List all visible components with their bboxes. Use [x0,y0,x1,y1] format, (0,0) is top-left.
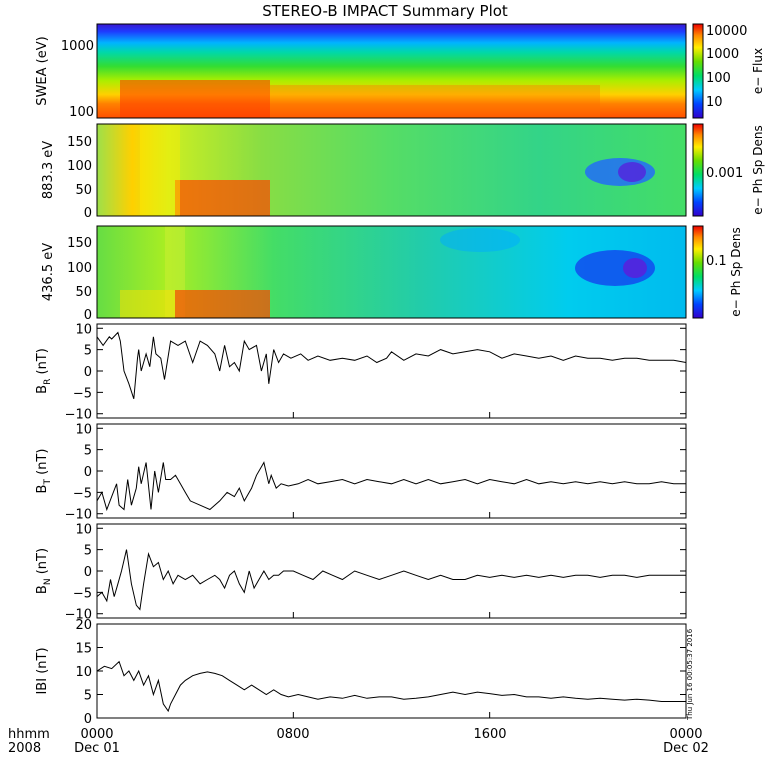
pad-436-ytick-150: 150 [67,236,92,251]
swea-cbar-label: e− Flux [751,48,765,94]
pad-436-cbar-tick: 0.1 [706,254,727,269]
bn-ytick-label: 0 [84,565,92,580]
br-frame [96,323,687,419]
br-ytick-label: −5 [73,386,92,401]
x-tick-0000-end: 0000 [669,727,702,742]
swea-colorbar: 10000 1000 100 10 e− Flux [692,23,765,119]
swea-ylabel: SWEA (eV) [35,36,50,105]
btotal-ytick-label: 0 [84,712,92,727]
pad-883-ylabel: 883.3 eV [41,141,56,199]
br-panel: 10 5 0 −5 −10 BR (nT) [35,322,687,423]
btotal-series-line [96,660,686,713]
time-axis: hhmm 2008 0000 0800 1600 0000 Dec 01 Dec… [8,727,709,756]
axis-year-label: 2008 [8,741,41,756]
btotal-ylabel: IBI (nT) [35,647,50,694]
pad-436-ytick-100: 100 [67,261,92,276]
x-tick-1600: 1600 [473,727,506,742]
bt-ylabel: BT (nT) [35,449,53,494]
pad-883-colorbar: 0.001 e− Ph Sp Dens [692,123,765,217]
bt-frame [96,423,687,519]
swea-cbar-tick-100: 100 [706,71,731,86]
bn-ytick-label: 10 [75,522,92,537]
timestamp-stamp: Thu Jun 16 00:05:37 2016 [686,628,694,721]
btotal-ytick-label: 20 [75,618,92,633]
btotal-ytick-label: 10 [75,665,92,680]
bn-ytick-label: 5 [84,544,92,559]
pad-436-colorbar: 0.1 e− Ph Sp Dens [692,225,743,319]
br-series-line [96,331,687,399]
bn-series-line [96,549,686,611]
br-ylabel: BR (nT) [35,348,53,394]
swea-cbar-tick-10: 10 [706,95,723,110]
bt-series-line [96,461,686,512]
pad-883-spectrogram: 883.3 eV 150 100 50 0 [41,123,687,221]
x-tick-0000: 0000 [80,727,113,742]
btotal-ytick-label: 5 [84,689,92,704]
pad-436-cbar-label: e− Ph Sp Dens [729,227,743,316]
btotal-ytick-label: 15 [75,642,92,657]
swea-cbar-tick-10000: 10000 [706,24,747,39]
pad-883-ytick-50: 50 [75,183,92,198]
bt-ytick-label: 0 [84,465,92,480]
x-tick-0800: 0800 [276,727,309,742]
pad-436-ylabel: 436.5 eV [41,243,56,301]
bn-ylabel: BN (nT) [35,548,53,594]
br-ytick-label: 0 [84,365,92,380]
figure-title: STEREO-B IMPACT Summary Plot [262,2,508,20]
bn-ytick-label: −5 [73,586,92,601]
bn-panel: 10 5 0 −5 −10 BN (nT) [35,522,687,623]
pad-883-cbar-tick: 0.001 [706,166,743,181]
br-ytick-label: −10 [65,408,92,423]
btotal-frame [96,623,687,719]
bt-panel: 10 5 0 −5 −10 BT (nT) [35,422,687,523]
pad-436-ytick-50: 50 [75,285,92,300]
pad-883-ytick-100: 100 [67,159,92,174]
pad-436-spectrogram: 436.5 eV 150 100 50 0 [41,225,687,323]
pad-883-cbar-label: e− Ph Sp Dens [751,125,765,214]
bn-ytick-label: −10 [65,608,92,623]
bn-frame [96,523,687,619]
pad-883-ytick-150: 150 [67,135,92,150]
swea-ytick-1000: 1000 [61,39,94,54]
btotal-panel: 20 15 10 5 0 IBI (nT) Thu Jun 16 00:05:37 20… [35,618,694,727]
x-date-start: Dec 01 [74,741,120,756]
pad-883-ytick-0: 0 [84,206,92,221]
bt-ytick-label: −5 [73,486,92,501]
br-ytick-label: 10 [75,322,92,337]
swea-spectrogram: SWEA (eV) 1000 100 [35,23,687,120]
bt-ytick-label: 10 [75,422,92,437]
bt-ytick-label: −10 [65,508,92,523]
br-ytick-label: 5 [84,344,92,359]
axis-unit-label: hhmm [8,727,50,742]
pad-436-ytick-0: 0 [84,308,92,323]
bt-ytick-label: 5 [84,444,92,459]
swea-ytick-100: 100 [69,105,94,120]
swea-cbar-tick-1000: 1000 [706,47,739,62]
x-date-end: Dec 02 [663,741,709,756]
